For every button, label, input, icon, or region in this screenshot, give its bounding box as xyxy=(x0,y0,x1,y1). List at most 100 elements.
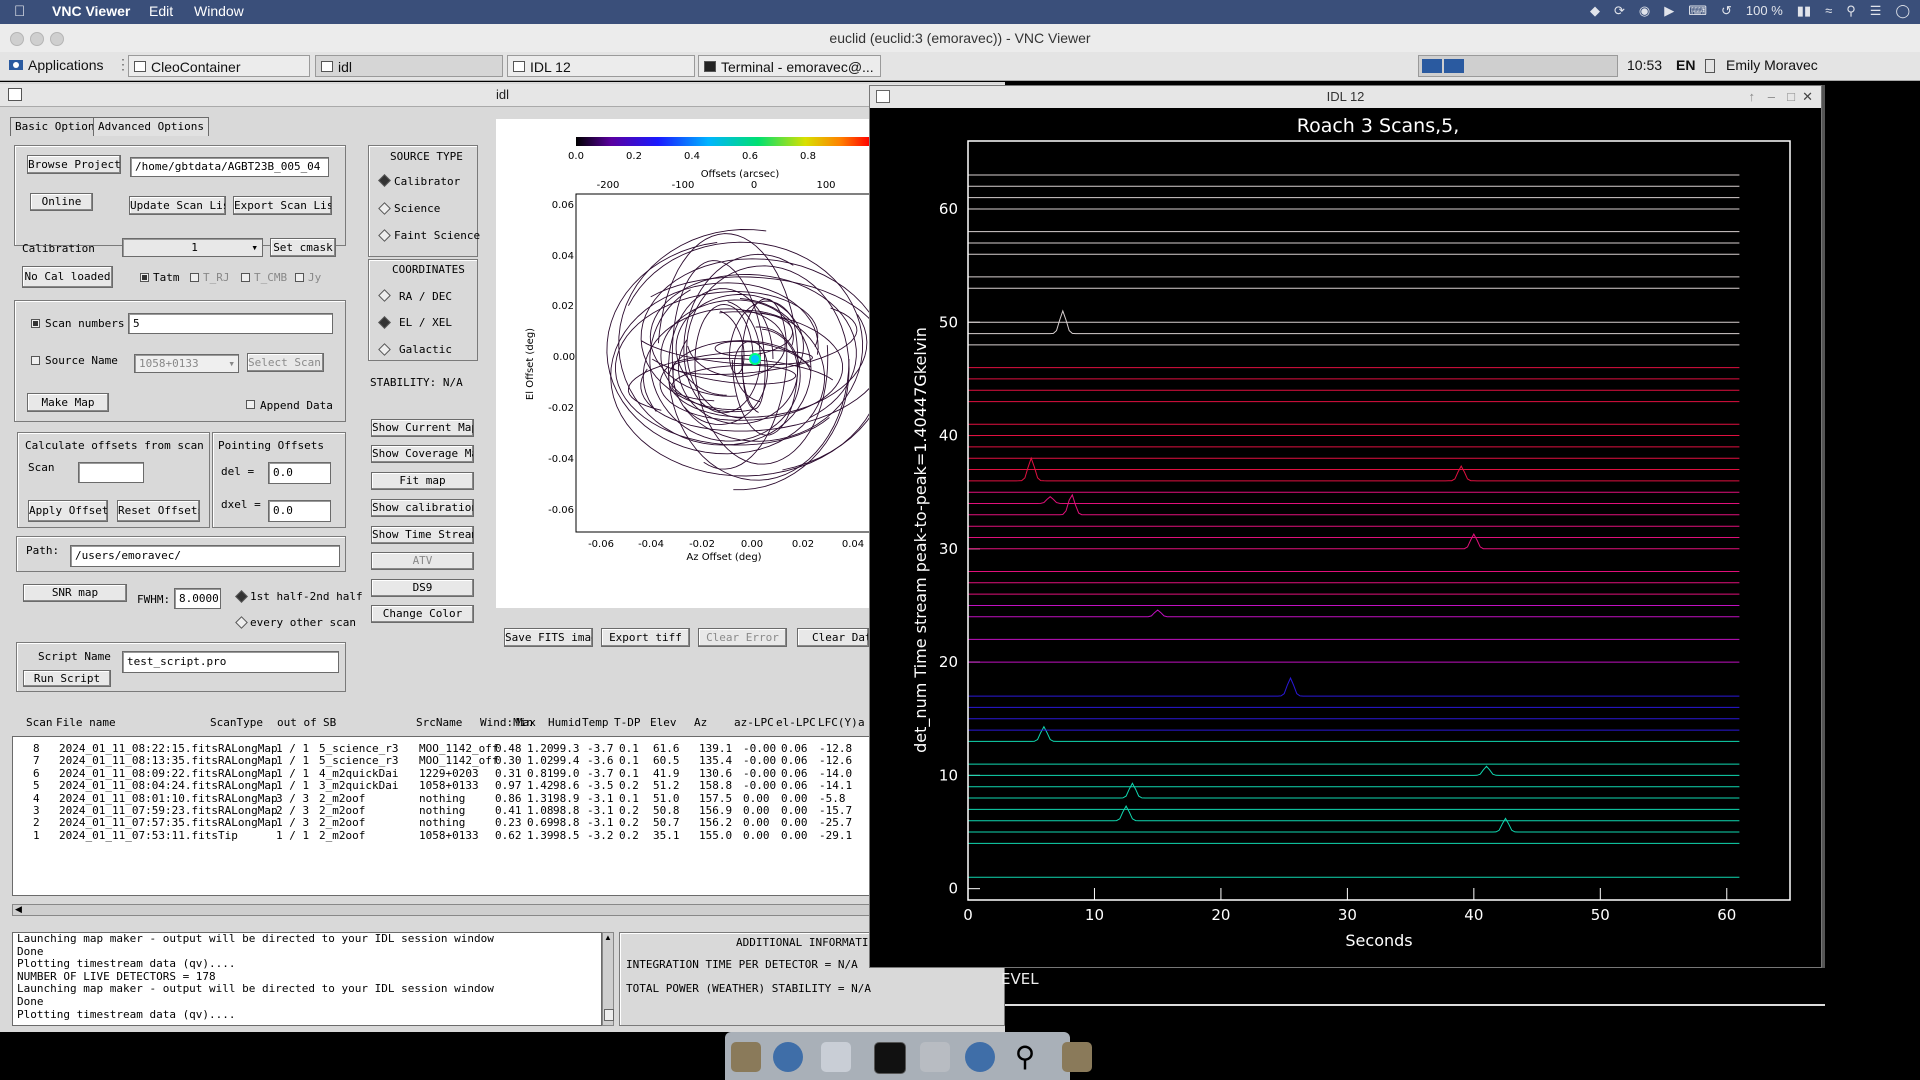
horizontal-scrollbar[interactable]: ◀ xyxy=(12,904,870,916)
table-row[interactable]: 6 2024_01_11_08:09:22.fits RALongMap 1 / 1 4… xyxy=(13,767,869,780)
tab-advanced-options[interactable]: Advanced Options xyxy=(93,117,209,136)
folder-icon[interactable] xyxy=(1062,1042,1092,1072)
window-menu-icon[interactable] xyxy=(876,90,890,103)
clear-error-button[interactable]: Clear Error xyxy=(698,628,787,647)
tab-basic-options[interactable]: Basic Options xyxy=(10,117,107,136)
log-scrollbar[interactable]: ▲ xyxy=(602,932,614,1026)
show-calibration-button[interactable]: Show calibration xyxy=(371,499,474,517)
minimize-icon[interactable] xyxy=(30,32,44,46)
close-icon[interactable]: ✕ xyxy=(1802,89,1813,104)
zoom-icon[interactable] xyxy=(50,32,64,46)
panel-clock[interactable]: 10:53 xyxy=(1627,57,1663,73)
dropbox-icon[interactable]: ◆ xyxy=(1590,3,1600,18)
calibration-dropdown[interactable]: 1 ▾ xyxy=(122,238,263,257)
clear-data-button[interactable]: Clear Data xyxy=(797,628,869,647)
network-icon[interactable] xyxy=(965,1042,995,1072)
apple-icon[interactable]:  xyxy=(14,3,25,20)
table-row[interactable]: 3 2024_01_11_07:59:23.fits RALongMap 2 / 3 2… xyxy=(13,805,869,817)
change-color-button[interactable]: Change Color xyxy=(371,605,474,623)
show-coverage-map-button[interactable]: Show Coverage Map xyxy=(371,445,474,463)
time-machine-icon[interactable]: ↺ xyxy=(1721,3,1732,18)
keyboard-icon[interactable]: ⌨ xyxy=(1688,3,1708,18)
tatm-checkbox[interactable] xyxy=(140,273,149,282)
task-idl-12[interactable]: IDL 12 xyxy=(507,55,695,77)
snr-map-button[interactable]: SNR map xyxy=(23,584,127,602)
tcmb-checkbox[interactable] xyxy=(241,273,250,282)
table-row[interactable]: 7 2024_01_11_08:13:35.fits RALongMap 1 / 1 5… xyxy=(13,755,869,767)
make-map-button[interactable]: Make Map xyxy=(27,393,109,412)
window-menu-icon[interactable] xyxy=(8,88,22,101)
sync-icon[interactable]: ⟳ xyxy=(1614,3,1625,18)
siri-icon[interactable]: ◯ xyxy=(1895,3,1910,18)
ds9-button[interactable]: DS9 xyxy=(371,579,474,597)
lock-icon[interactable] xyxy=(1705,59,1715,73)
file-manager-icon[interactable] xyxy=(920,1042,950,1072)
mail-icon[interactable] xyxy=(821,1042,851,1072)
shade-icon[interactable]: ↑ xyxy=(1748,89,1756,104)
wifi-icon[interactable]: ≈ xyxy=(1825,3,1833,18)
table-row[interactable]: 8 2024_01_11_08:22:15.fits RALongMap 1 / 1 5… xyxy=(13,743,869,755)
scroll-left-icon[interactable]: ◀ xyxy=(15,904,22,914)
record-icon[interactable]: ◉ xyxy=(1638,3,1651,18)
applications-icon[interactable] xyxy=(8,57,24,73)
close-icon[interactable] xyxy=(10,32,24,46)
play-icon[interactable]: ▶ xyxy=(1664,3,1675,18)
scroll-up-icon[interactable]: ▲ xyxy=(604,933,612,942)
panel-user[interactable]: Emily Moravec xyxy=(1726,57,1818,73)
task-idl[interactable]: idl xyxy=(315,55,503,77)
terminal-icon[interactable] xyxy=(874,1042,906,1074)
source-name-dropdown[interactable]: 1058+0133 ▾ xyxy=(134,354,239,373)
atv-button[interactable]: ATV xyxy=(371,552,474,570)
offset-scan-field[interactable] xyxy=(78,462,144,483)
show-time-stream-button[interactable]: Show Time Stream xyxy=(371,526,474,544)
update-scan-list-button[interactable]: Update Scan List xyxy=(129,196,226,215)
save-fits-button[interactable]: Save FITS image xyxy=(504,628,593,647)
menu-window[interactable]: Window xyxy=(194,3,244,19)
menu-edit[interactable]: Edit xyxy=(149,3,174,19)
workspace-2[interactable] xyxy=(1444,59,1464,73)
source-name-checkbox[interactable] xyxy=(31,356,40,365)
minimize-icon[interactable]: – xyxy=(1767,89,1775,104)
script-name-field[interactable]: test_script.pro xyxy=(122,651,339,673)
scan-numbers-checkbox[interactable] xyxy=(31,319,40,328)
workspace-switcher[interactable] xyxy=(1418,55,1618,77)
run-script-button[interactable]: Run Script xyxy=(23,670,111,687)
append-data-checkbox[interactable] xyxy=(246,400,255,409)
table-row[interactable]: 4 2024_01_11_08:01:10.fits RALongMap 3 / 3 2… xyxy=(13,792,869,805)
control-center-icon[interactable]: ☰ xyxy=(1869,3,1882,18)
panel-lang[interactable]: EN xyxy=(1676,57,1696,73)
reset-offsets-button[interactable]: Reset Offsets xyxy=(117,500,200,522)
workspace-1[interactable] xyxy=(1422,59,1442,73)
log-console[interactable]: Launching map maker - output will be dir… xyxy=(12,932,602,1026)
table-row[interactable]: 2 2024_01_11_07:57:35.fits RALongMap 1 / 3 2… xyxy=(13,817,869,829)
plot-canvas[interactable]: Roach 3 Scans,5, Seconds det_num Time st… xyxy=(870,108,1821,967)
maximize-icon[interactable]: □ xyxy=(1787,89,1795,104)
browse-projects-button[interactable]: Browse Projects xyxy=(27,155,121,174)
table-row[interactable]: 5 2024_01_11_08:04:24.fits RALongMap 1 / 1 3… xyxy=(13,780,869,792)
set-cmask-button[interactable]: Set cmask xyxy=(270,238,336,257)
fit-map-button[interactable]: Fit map xyxy=(371,472,474,490)
jy-checkbox[interactable] xyxy=(295,273,304,282)
scan-numbers-field[interactable]: 5 xyxy=(128,313,333,334)
task-terminal[interactable]: Terminal - emoravec@... xyxy=(698,55,881,77)
search-icon[interactable]: ⚲ xyxy=(1846,3,1856,18)
task-cleocontainer[interactable]: CleoContainer xyxy=(128,55,310,77)
project-path-field[interactable]: /home/gbtdata/AGBT23B_005_04 xyxy=(130,157,329,177)
table-row[interactable]: 1 2024_01_11_07:53:11.fits Tip 1 / 1 2_m2oof… xyxy=(13,829,869,842)
export-scan-list-button[interactable]: Export Scan List xyxy=(233,196,332,215)
show-current-map-button[interactable]: Show Current Map xyxy=(371,419,474,437)
web-browser-icon[interactable] xyxy=(773,1042,803,1072)
battery-icon[interactable]: ▮▮ xyxy=(1796,3,1812,18)
del-field[interactable]: 0.0 xyxy=(268,462,331,484)
dxel-field[interactable]: 0.0 xyxy=(268,500,331,522)
online-button[interactable]: Online xyxy=(30,193,93,211)
trj-checkbox[interactable] xyxy=(190,273,199,282)
path-field[interactable]: /users/emoravec/ xyxy=(70,545,340,567)
select-scans-button[interactable]: Select Scans xyxy=(247,353,324,372)
no-cal-loaded-button[interactable]: No Cal loaded xyxy=(22,266,113,288)
scroll-thumb[interactable] xyxy=(604,1009,614,1021)
search-icon[interactable]: ⚲ xyxy=(1014,1041,1036,1072)
app-name-menu[interactable]: VNC Viewer xyxy=(52,3,131,19)
map-display[interactable]: 0.0 0.2 0.4 0.6 0.8 Offsets (arcsec) -20… xyxy=(496,119,888,608)
